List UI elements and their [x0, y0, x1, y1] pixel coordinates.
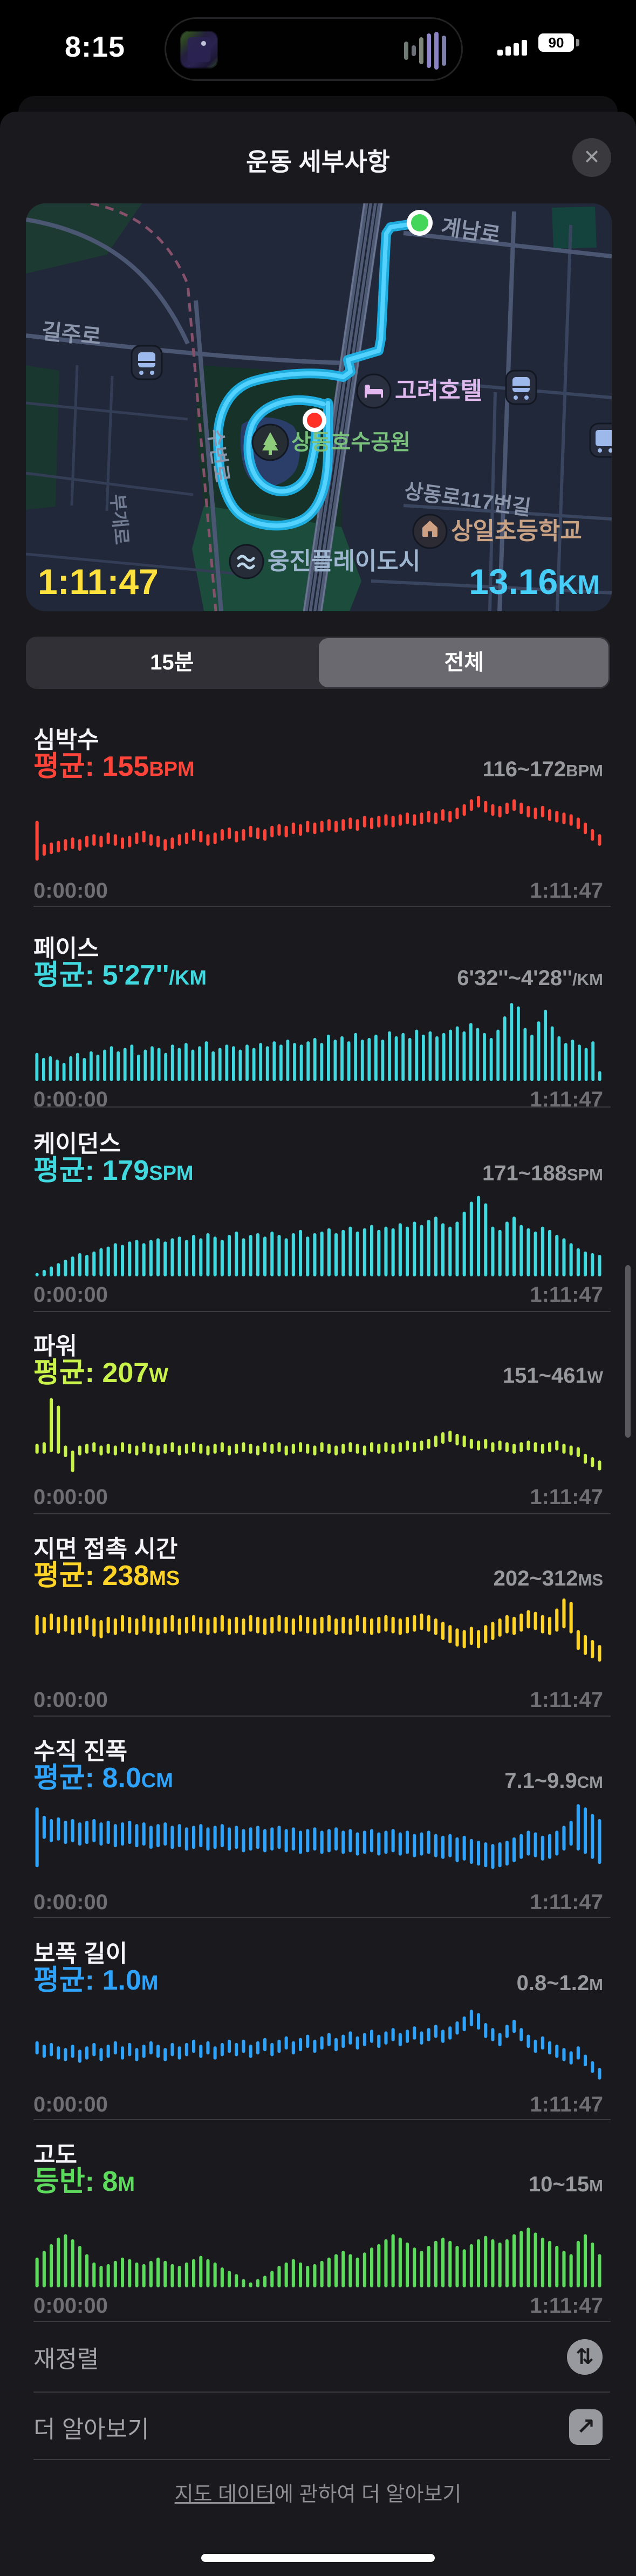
range-label: 0.8~1.2M: [516, 1971, 603, 1995]
route-map[interactable]: 계남로 상동로117번길 길주로 수변로 부개로: [26, 203, 612, 611]
divider: [33, 2391, 610, 2393]
x-axis: 0:00:00 1:11:47: [33, 2294, 603, 2318]
pace-chart[interactable]: [33, 998, 603, 1081]
map-data-link[interactable]: 지도 데이터: [174, 2483, 275, 2506]
waterpark-icon: [229, 544, 264, 579]
x-axis: 0:00:00 1:11:47: [33, 1485, 603, 1509]
subway-icon: [131, 345, 163, 380]
poi-label-hotel: 고려호텔: [395, 378, 482, 404]
poi-label-waterpark: 웅진플레이도시: [268, 548, 420, 575]
scrollbar[interactable]: [625, 1265, 631, 1438]
workout-route: [213, 218, 425, 531]
map-data-footer: 지도 데이터에 관하여 더 알아보기: [174, 2483, 462, 2506]
vertical-oscillation-chart[interactable]: [33, 1801, 603, 1884]
x-axis: 0:00:00 1:11:47: [33, 1890, 603, 1914]
range-label: 171~188SPM: [482, 1161, 603, 1185]
subway-icon: [505, 370, 537, 405]
reorder-icon: ⇅: [567, 2339, 603, 2375]
cellular-signal-icon: [497, 40, 527, 56]
section-stride-length: 보폭 길이 평균: 1.0M 0.8~1.2M 0:00:00 1:11:47: [33, 1934, 611, 2120]
section-title: 수직 진폭: [33, 1738, 128, 1765]
poi-label-lake-park: 상동호수공원: [291, 431, 411, 454]
stride-length-chart[interactable]: [33, 2003, 603, 2086]
elevation-chart[interactable]: [33, 2204, 603, 2287]
section-title: 케이던스: [33, 1131, 121, 1157]
section-power: 파워 평균: 207W 151~461W 0:00:00 1:11:47: [33, 1327, 611, 1514]
status-time: 8:15: [64, 31, 126, 63]
divider: [33, 1716, 611, 1717]
page-title: 운동 세부사항: [246, 148, 390, 176]
ground-contact-time-chart[interactable]: [33, 1598, 603, 1682]
cadence-chart[interactable]: [33, 1193, 603, 1276]
divider: [33, 906, 611, 907]
dynamic-island: [165, 17, 463, 81]
x-axis: 0:00:00 1:11:47: [33, 1283, 603, 1307]
section-cadence: 케이던스 평균: 179SPM 171~188SPM 0:00:00 1:11:4…: [33, 1124, 611, 1312]
section-vertical-oscillation: 수직 진폭 평균: 8.0CM 7.1~9.9CM 0:00:00 1:11:47: [33, 1732, 611, 1918]
section-title: 보폭 길이: [33, 1940, 128, 1967]
open-external-icon: ↗: [569, 2409, 603, 2445]
bus-icon: [589, 422, 612, 458]
range-label: 116~172BPM: [482, 757, 603, 781]
segment-15min[interactable]: 15분: [150, 651, 194, 674]
range-label: 10~15M: [528, 2172, 603, 2196]
divider: [33, 1917, 611, 1918]
workout-distance: 13.16KM: [469, 562, 600, 602]
section-title: 지면 접촉 시간: [33, 1536, 178, 1562]
workout-duration: 1:11:47: [38, 562, 159, 602]
range-label: 202~312MS: [493, 1567, 603, 1590]
reorder-row[interactable]: 재정렬 ⇅: [33, 2322, 610, 2391]
route-start-dot: [411, 214, 428, 231]
divider: [33, 1106, 611, 1108]
close-button[interactable]: ✕: [572, 138, 611, 177]
range-label: 6'32''~4'28''/KM: [457, 966, 603, 990]
section-title: 고도: [33, 2142, 77, 2168]
segment-all[interactable]: 전체: [444, 651, 484, 674]
poi-label-school: 상일초등학교: [451, 518, 582, 544]
section-pace: 페이스 평균: 5'27''/KM 6'32''~4'28''/KM 0:00:…: [33, 929, 611, 1111]
section-ground-contact-time: 지면 접촉 시간 평균: 238MS 202~312MS 0:00:00 1:11…: [33, 1529, 611, 1717]
park-tree-icon: [251, 423, 289, 461]
expressway: [303, 203, 383, 611]
x-axis: 0:00:00 1:11:47: [33, 879, 603, 903]
school-icon: [412, 514, 448, 549]
learn-more-row[interactable]: 더 알아보기 ↗: [33, 2393, 610, 2462]
hotel-icon: [356, 373, 392, 409]
x-axis: 0:00:00 1:11:47: [33, 2093, 603, 2116]
street-label-bugaero: 부개로: [107, 493, 132, 545]
route-end-dot: [307, 413, 322, 428]
chart-range-segmented-control: 15분 전체: [26, 637, 610, 689]
section-title: 파워: [33, 1333, 77, 1359]
heart-rate-chart[interactable]: [33, 789, 603, 872]
now-playing-album-art: [180, 31, 218, 69]
section-heart-rate: 심박수 평균: 155BPM 116~172BPM 0:00:00 1:11:47: [33, 720, 611, 907]
section-title: 페이스: [33, 935, 99, 962]
close-icon: ✕: [583, 146, 600, 169]
range-label: 151~461W: [502, 1364, 603, 1388]
divider: [33, 2321, 611, 2322]
home-indicator: [201, 2554, 435, 2562]
power-chart[interactable]: [33, 1396, 603, 1479]
divider: [33, 1311, 611, 1312]
section-title: 심박수: [33, 727, 99, 753]
railway-line: [90, 203, 217, 611]
x-axis: 0:00:00 1:11:47: [33, 1088, 603, 1111]
battery-nub: [576, 39, 579, 46]
divider: [33, 2459, 610, 2460]
divider: [33, 2119, 611, 2120]
section-elevation: 고도 등반: 8M 10~15M 0:00:00 1:11:47: [33, 2135, 611, 2322]
battery-icon: 90: [538, 33, 574, 52]
range-label: 7.1~9.9CM: [504, 1769, 603, 1793]
audio-waveform-icon: [404, 19, 446, 83]
x-axis: 0:00:00 1:11:47: [33, 1688, 603, 1712]
segmented-selected-pill: [319, 638, 608, 687]
divider: [33, 1513, 611, 1514]
